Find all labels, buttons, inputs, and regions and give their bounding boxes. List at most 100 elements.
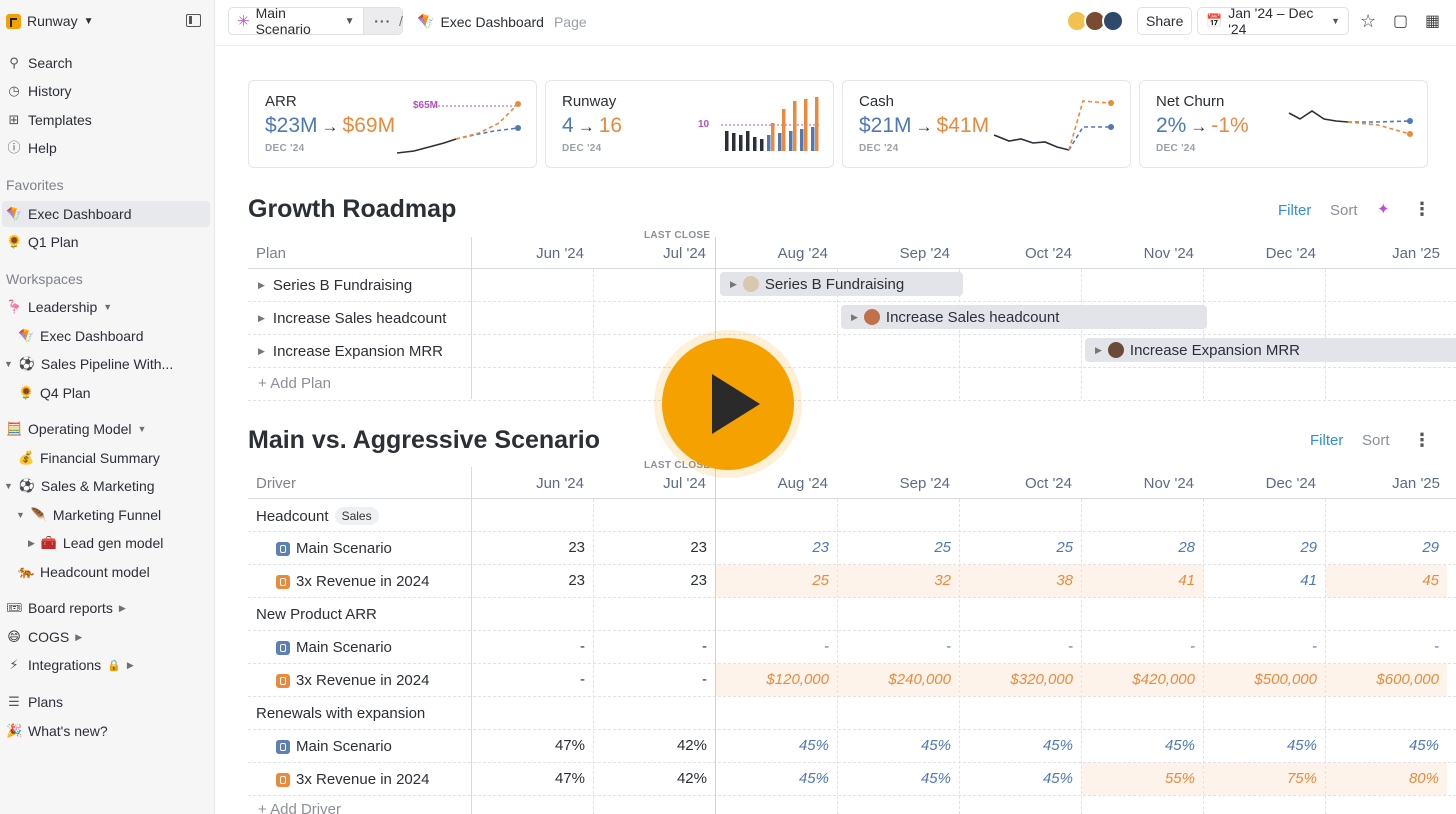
sidebar-item-sales-marketing[interactable]: ▼ ⚽ Sales & Marketing: [4, 473, 212, 499]
table-cell[interactable]: 45%: [1164, 737, 1195, 754]
sidebar-item-exec-dashboard[interactable]: 🪁 Exec Dashboard: [18, 323, 226, 349]
table-cell[interactable]: -: [580, 638, 585, 655]
plan-row[interactable]: ▶ Increase Expansion MRR: [248, 335, 1456, 368]
table-cell[interactable]: $420,000: [1082, 664, 1203, 696]
driver-group-row[interactable]: New Product ARR: [248, 598, 1456, 631]
caret-down-icon[interactable]: ▼: [4, 481, 13, 491]
table-cell[interactable]: 25: [934, 539, 951, 556]
kpi-card-net-churn[interactable]: Net Churn 2% → -1% DEC '24: [1139, 80, 1428, 168]
main-scenario-row[interactable]: Main Scenario 23 23 23 25 25 28 29 29: [248, 532, 1456, 565]
alt-scenario-row[interactable]: 3x Revenue in 2024 23 23 25 32 38 41 41 45: [248, 565, 1456, 598]
plan-row[interactable]: ▶ Series B Fundraising: [248, 269, 1456, 302]
table-cell[interactable]: 41: [1082, 565, 1203, 597]
sidebar-item-search[interactable]: ⚲ Search: [6, 50, 214, 76]
table-cell[interactable]: 45%: [798, 770, 829, 787]
table-cell[interactable]: 45%: [920, 770, 951, 787]
caret-right-icon[interactable]: ▶: [75, 631, 83, 642]
collapse-sidebar-icon[interactable]: [186, 14, 201, 27]
sidebar-item-leadership[interactable]: 🦩 Leadership ▼: [6, 294, 214, 320]
table-cell[interactable]: 47%: [554, 770, 585, 787]
table-cell[interactable]: 42%: [676, 737, 707, 754]
table-cell[interactable]: 45%: [1408, 737, 1439, 754]
caret-down-icon[interactable]: ▼: [4, 359, 13, 369]
alt-scenario-row[interactable]: 3x Revenue in 2024 47% 42% 45% 45% 45% 55% 75% 8…: [248, 763, 1456, 796]
table-cell[interactable]: 45%: [920, 737, 951, 754]
table-cell[interactable]: -: [1312, 638, 1317, 655]
roadmap-filter-button[interactable]: Filter: [1278, 202, 1312, 219]
table-cell[interactable]: 75%: [1204, 763, 1325, 795]
sidebar-item-financial-summary[interactable]: 💰 Financial Summary: [18, 445, 226, 471]
caret-right-icon[interactable]: ▶: [730, 278, 737, 289]
sidebar-item-lead-gen-model[interactable]: ▶ 🧰 Lead gen model: [28, 530, 236, 556]
caret-right-icon[interactable]: ▶: [126, 659, 134, 670]
more-options-icon[interactable]: ···: [362, 8, 402, 34]
activity-icon[interactable]: ▦: [1425, 13, 1441, 30]
table-cell[interactable]: -: [1190, 638, 1195, 655]
table-cell[interactable]: -: [824, 638, 829, 655]
driver-tag-badge[interactable]: Sales: [334, 507, 379, 525]
table-cell[interactable]: 23: [568, 572, 585, 589]
caret-right-icon[interactable]: ▶: [258, 313, 265, 323]
collaborator-avatars[interactable]: [1066, 10, 1124, 32]
main-scenario-row[interactable]: Main Scenario - - - - - - - -: [248, 631, 1456, 664]
table-cell[interactable]: $320,000: [960, 664, 1081, 696]
table-cell[interactable]: -: [946, 638, 951, 655]
table-cell[interactable]: $600,000: [1326, 664, 1447, 696]
comment-icon[interactable]: ▢: [1393, 13, 1409, 30]
add-plan-button[interactable]: + Add Plan: [258, 375, 331, 392]
sidebar-item-board-reports[interactable]: 🎟 Board reports ▶: [6, 595, 214, 621]
kpi-card-runway[interactable]: Runway 4 → 16 DEC '24 10: [545, 80, 834, 168]
table-cell[interactable]: 42%: [676, 770, 707, 787]
table-cell[interactable]: 45%: [1042, 737, 1073, 754]
scenario-selector[interactable]: ✳ Main Scenario ▼ ···: [228, 5, 403, 37]
table-cell[interactable]: 80%: [1326, 763, 1447, 795]
caret-right-icon[interactable]: ▶: [28, 537, 35, 548]
driver-name[interactable]: Renewals with expansion: [256, 705, 425, 722]
sparkle-icon[interactable]: ✦: [1377, 201, 1390, 218]
sidebar-item-exec-dashboard-fav[interactable]: 🪁 Exec Dashboard: [2, 201, 210, 227]
table-cell[interactable]: 45: [1326, 565, 1447, 597]
table-cell[interactable]: 29: [1300, 539, 1317, 556]
table-cell[interactable]: -: [1434, 638, 1439, 655]
table-cell[interactable]: -: [702, 671, 707, 688]
table-cell[interactable]: $500,000: [1204, 664, 1325, 696]
table-cell[interactable]: 23: [690, 572, 707, 589]
date-range-picker[interactable]: 📅 Jan '24 – Dec '24 ▼: [1197, 5, 1349, 37]
table-cell[interactable]: 32: [838, 565, 959, 597]
scenario-dropdown[interactable]: ✳ Main Scenario ▼: [229, 5, 363, 37]
sidebar-item-templates[interactable]: ⊞ Templates: [6, 107, 214, 133]
sidebar-item-operating-model[interactable]: 🧮 Operating Model ▼: [6, 416, 214, 442]
add-driver-button[interactable]: + Add Driver: [258, 801, 341, 814]
table-cell[interactable]: 45%: [1286, 737, 1317, 754]
caret-right-icon[interactable]: ▶: [258, 346, 265, 356]
table-cell[interactable]: $240,000: [838, 664, 959, 696]
sidebar-item-help[interactable]: ⓘ Help: [6, 135, 214, 161]
breadcrumb[interactable]: 🪁 Exec Dashboard Page: [417, 13, 587, 30]
table-cell[interactable]: -: [580, 671, 585, 688]
caret-right-icon[interactable]: ▶: [258, 280, 265, 290]
sidebar-item-q4-plan[interactable]: 🌻 Q4 Plan: [18, 380, 226, 406]
caret-right-icon[interactable]: ▶: [1095, 344, 1102, 355]
table-cell[interactable]: 55%: [1082, 763, 1203, 795]
caret-down-icon[interactable]: ▼: [103, 302, 113, 312]
timeline-bar-sales-headcount[interactable]: ▶ Increase Sales headcount: [841, 305, 1207, 329]
workspace-switcher[interactable]: Runway ▼: [6, 10, 94, 32]
table-cell[interactable]: 45%: [798, 737, 829, 754]
sidebar-item-headcount-model[interactable]: 🐅 Headcount model: [18, 559, 226, 585]
plan-row[interactable]: ▶ Increase Sales headcount: [248, 302, 1456, 335]
star-icon[interactable]: ☆: [1360, 11, 1377, 31]
table-cell[interactable]: 41: [1300, 572, 1317, 589]
table-cell[interactable]: 29: [1422, 539, 1439, 556]
kebab-menu-icon[interactable]: ⋮: [1413, 199, 1431, 219]
table-cell[interactable]: 25: [1056, 539, 1073, 556]
driver-name[interactable]: Headcount Sales: [256, 507, 379, 525]
share-button[interactable]: Share: [1137, 7, 1193, 35]
caret-down-icon[interactable]: ▼: [137, 424, 147, 434]
play-video-button[interactable]: [662, 338, 794, 470]
driver-group-row[interactable]: Headcount Sales: [248, 499, 1456, 532]
scenario-sort-button[interactable]: Sort: [1362, 432, 1390, 449]
table-cell[interactable]: 38: [960, 565, 1081, 597]
sidebar-item-plans[interactable]: ☰ Plans: [6, 689, 214, 715]
table-cell[interactable]: 23: [568, 539, 585, 556]
plan-label[interactable]: ▶ Series B Fundraising: [258, 277, 412, 294]
